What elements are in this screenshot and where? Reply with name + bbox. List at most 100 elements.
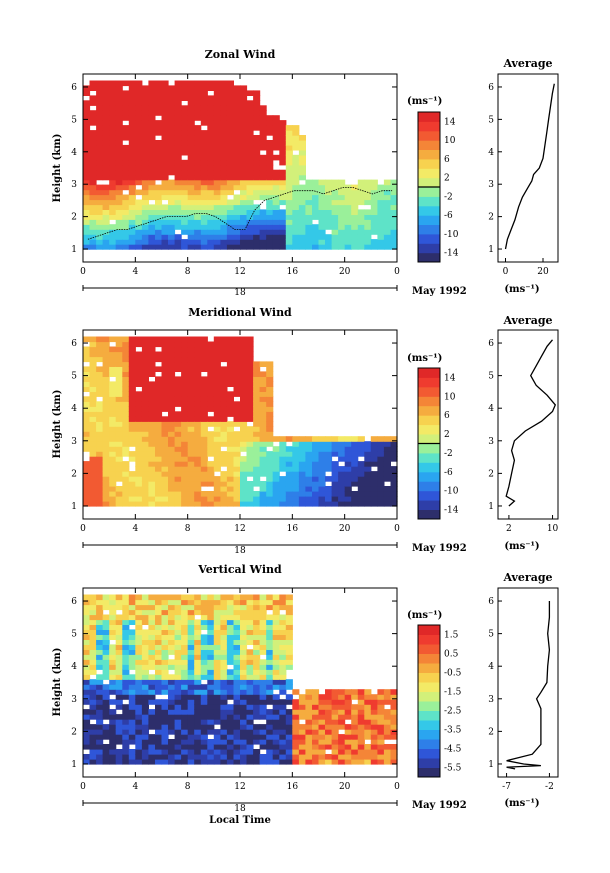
heat-cell — [115, 416, 123, 422]
heat-cell — [122, 481, 130, 487]
heat-cell — [102, 604, 110, 611]
heat-cell — [194, 149, 202, 156]
heat-cell — [233, 709, 241, 715]
heat-cell — [351, 759, 359, 765]
heat-cell — [161, 135, 169, 141]
heat-cell — [377, 689, 385, 695]
heat-cell — [96, 154, 104, 161]
heat-cell — [226, 659, 234, 665]
heat-cell — [325, 734, 333, 740]
heat-cell — [233, 416, 241, 422]
heat-cell — [181, 451, 189, 457]
heat-cell — [102, 411, 110, 417]
heat-cell — [305, 754, 313, 760]
heat-cell — [220, 341, 228, 348]
heat-cell — [128, 609, 136, 616]
heat-cell — [240, 624, 248, 630]
heat-cell — [115, 204, 123, 210]
heat-cell — [96, 604, 104, 611]
heat-cell — [122, 406, 130, 412]
heat-cell — [122, 110, 130, 116]
heat-cell — [364, 184, 372, 191]
heat-cell — [174, 496, 182, 502]
heat-cell — [259, 659, 267, 665]
heat-cell — [325, 184, 333, 191]
heat-cell — [174, 159, 182, 166]
x-tick-label: 8 — [185, 524, 191, 534]
heat-cell — [135, 239, 143, 245]
heat-cell — [187, 209, 195, 215]
panel3-avg-xlabel: (ms⁻¹) — [504, 798, 539, 809]
heat-cell — [168, 95, 176, 101]
heat-cell — [200, 214, 208, 220]
heat-cell — [233, 351, 241, 358]
heat-cell — [89, 189, 97, 196]
heat-cell — [102, 244, 110, 250]
heat-cell — [200, 244, 208, 250]
heat-cell — [141, 426, 149, 432]
colorbar-swatch — [418, 140, 440, 150]
heat-cell — [187, 219, 195, 225]
heat-cell — [272, 169, 280, 176]
heat-cell — [220, 739, 228, 745]
heat-cell — [135, 714, 143, 720]
heat-cell — [331, 471, 339, 477]
heat-cell — [220, 426, 228, 432]
heat-cell — [122, 376, 130, 382]
heat-cell — [266, 239, 274, 245]
heat-cell — [233, 95, 241, 101]
heat-cell — [213, 194, 221, 201]
heat-cell — [96, 634, 104, 640]
heat-cell — [200, 496, 208, 502]
heat-cell — [233, 619, 241, 625]
heat-cell — [351, 496, 359, 502]
heat-cell — [318, 179, 326, 186]
heat-cell — [266, 634, 274, 640]
heat-cell — [168, 184, 176, 191]
heat-cell — [128, 234, 136, 240]
heat-cell — [89, 416, 97, 422]
heat-cell — [187, 244, 195, 250]
heat-cell — [96, 189, 104, 196]
heat-cell — [266, 184, 274, 191]
heat-cell — [351, 451, 359, 457]
heat-cell — [226, 456, 234, 462]
heat-cell — [220, 431, 228, 437]
heat-cell — [96, 239, 104, 245]
heat-cell — [305, 704, 313, 710]
heat-cell — [357, 759, 365, 765]
heat-cell — [122, 491, 130, 497]
heat-cell — [259, 401, 267, 407]
heat-cell — [187, 105, 195, 111]
heat-cell — [338, 466, 346, 472]
heat-cell — [226, 401, 234, 407]
y-tick-label: 4 — [71, 662, 77, 672]
heat-cell — [128, 604, 136, 611]
heat-cell — [200, 366, 208, 372]
heat-cell — [141, 759, 149, 765]
heat-cell — [233, 486, 241, 492]
heat-cell — [226, 481, 234, 487]
heat-cell — [246, 699, 254, 705]
heat-cell — [168, 456, 176, 462]
heat-cell — [305, 461, 313, 467]
heat-cell — [141, 674, 149, 680]
heat-cell — [109, 431, 117, 437]
heat-cell — [259, 674, 267, 680]
heat-cell — [148, 184, 156, 191]
heat-cell — [161, 674, 169, 680]
heat-cell — [168, 199, 176, 206]
heat-cell — [213, 224, 221, 230]
heat-cell — [226, 476, 234, 482]
heat-cell — [213, 644, 221, 650]
heat-cell — [122, 496, 130, 502]
heat-cell — [364, 744, 372, 750]
heat-cell — [115, 376, 123, 382]
heat-cell — [246, 110, 254, 116]
heat-cell — [83, 356, 91, 363]
heat-cell — [292, 481, 300, 487]
heat-cell — [187, 644, 195, 650]
heat-cell — [168, 219, 176, 225]
heat-cell — [181, 466, 189, 472]
heat-cell — [109, 336, 117, 343]
